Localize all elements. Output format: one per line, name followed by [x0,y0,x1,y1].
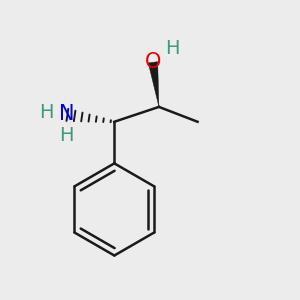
Text: H: H [39,103,54,122]
Text: H: H [165,39,179,58]
Polygon shape [148,62,159,107]
Text: O: O [145,52,161,72]
Text: N: N [59,104,74,124]
Text: H: H [59,126,74,145]
